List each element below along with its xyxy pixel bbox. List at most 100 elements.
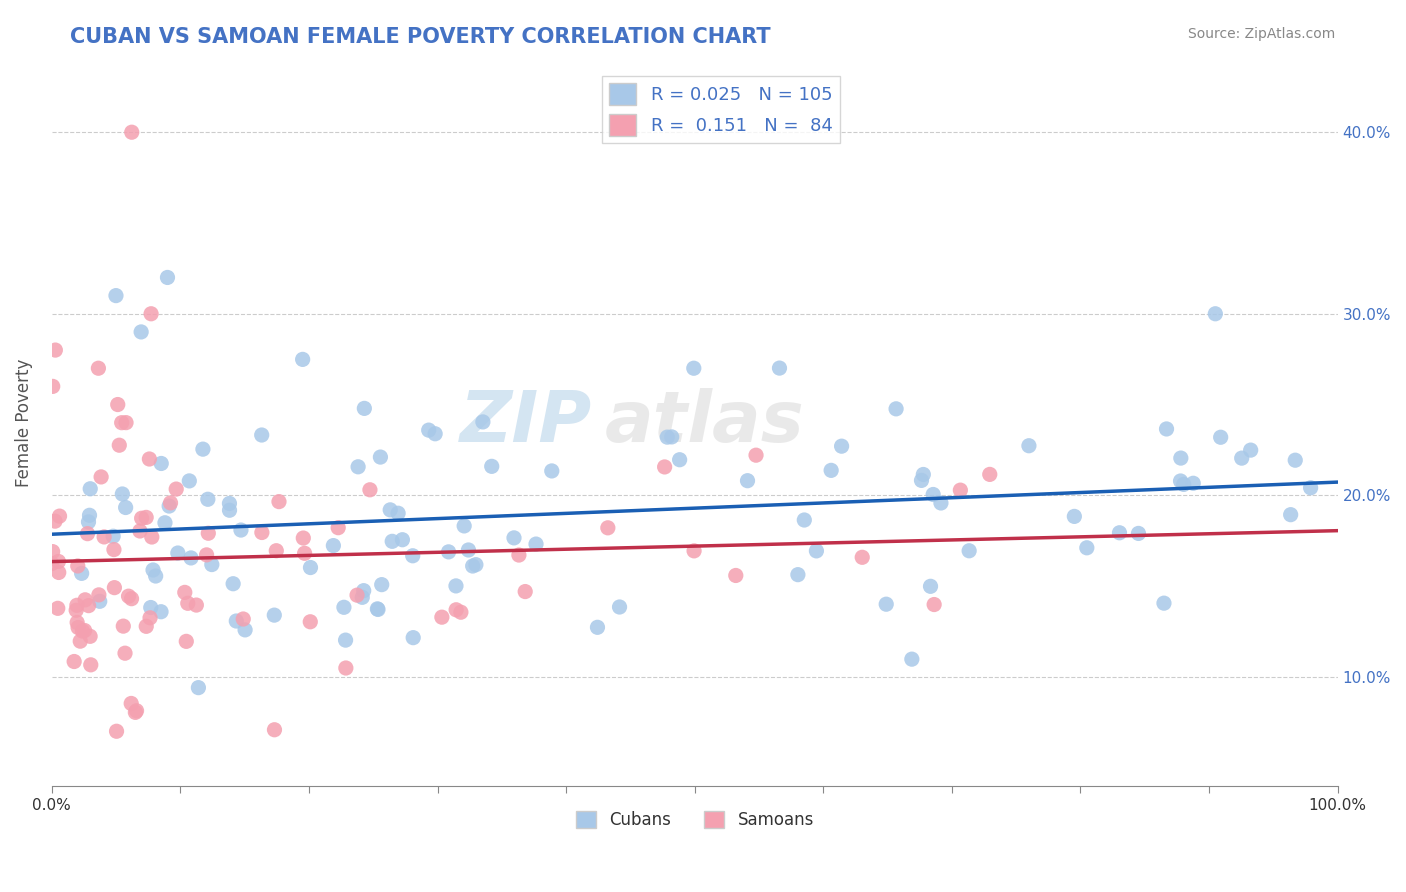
Point — [328, 521, 350, 535]
Point — [76, 526, 98, 541]
Point — [107, 398, 129, 412]
Point — [73, 624, 96, 638]
Point — [444, 579, 467, 593]
Point — [232, 612, 254, 626]
Point — [145, 569, 167, 583]
Point — [346, 588, 368, 602]
Point — [77, 599, 100, 613]
Point — [195, 548, 218, 562]
Point — [222, 576, 245, 591]
Point — [370, 450, 392, 464]
Point — [263, 723, 285, 737]
Point — [180, 550, 202, 565]
Point — [67, 620, 90, 634]
Point — [661, 430, 683, 444]
Point — [186, 598, 208, 612]
Point — [41, 544, 63, 558]
Point — [1153, 596, 1175, 610]
Point — [333, 600, 356, 615]
Point — [111, 487, 134, 501]
Point — [1156, 422, 1178, 436]
Point — [79, 482, 101, 496]
Point — [949, 483, 972, 497]
Point — [129, 524, 152, 538]
Point — [111, 416, 134, 430]
Point — [41, 557, 63, 571]
Point — [250, 428, 273, 442]
Point — [1299, 481, 1322, 495]
Point — [229, 523, 252, 537]
Point — [851, 550, 873, 565]
Point — [179, 474, 201, 488]
Point — [922, 487, 945, 501]
Point — [225, 614, 247, 628]
Point — [353, 401, 375, 416]
Point — [444, 603, 467, 617]
Point — [1204, 307, 1226, 321]
Point — [93, 530, 115, 544]
Point — [1284, 453, 1306, 467]
Point — [322, 539, 344, 553]
Point — [471, 415, 494, 429]
Point — [131, 511, 153, 525]
Point — [201, 558, 224, 572]
Point — [745, 448, 768, 462]
Point — [586, 620, 609, 634]
Point — [121, 591, 143, 606]
Point — [724, 568, 747, 582]
Point — [831, 439, 853, 453]
Point — [1209, 430, 1232, 444]
Point — [353, 583, 375, 598]
Point — [1128, 526, 1150, 541]
Point — [112, 619, 135, 633]
Point — [135, 510, 157, 524]
Text: ZIP: ZIP — [460, 388, 592, 458]
Point — [1279, 508, 1302, 522]
Point — [80, 657, 103, 672]
Y-axis label: Female Poverty: Female Poverty — [15, 359, 32, 487]
Point — [44, 343, 66, 357]
Point — [65, 603, 87, 617]
Point — [87, 588, 110, 602]
Point — [912, 467, 935, 482]
Point — [187, 681, 209, 695]
Point — [1108, 525, 1130, 540]
Text: CUBAN VS SAMOAN FEMALE POVERTY CORRELATION CHART: CUBAN VS SAMOAN FEMALE POVERTY CORRELATI… — [70, 27, 770, 46]
Point — [48, 566, 70, 580]
Point — [668, 452, 690, 467]
Point — [1018, 439, 1040, 453]
Point — [218, 496, 240, 510]
Point — [48, 509, 70, 524]
Point — [515, 584, 537, 599]
Point — [1170, 451, 1192, 466]
Point — [115, 416, 138, 430]
Point — [352, 591, 374, 605]
Point — [72, 624, 94, 639]
Point — [139, 611, 162, 625]
Point — [69, 634, 91, 648]
Point — [366, 602, 388, 616]
Point — [114, 646, 136, 660]
Point — [979, 467, 1001, 482]
Point — [150, 605, 173, 619]
Point — [266, 543, 288, 558]
Point — [156, 270, 179, 285]
Point — [370, 577, 392, 591]
Point — [66, 615, 89, 630]
Point — [218, 503, 240, 517]
Point — [197, 492, 219, 507]
Point — [267, 494, 290, 508]
Point — [150, 457, 173, 471]
Point — [125, 704, 148, 718]
Point — [41, 379, 63, 393]
Point — [174, 634, 197, 648]
Point — [381, 534, 404, 549]
Point — [423, 426, 446, 441]
Text: Source: ZipAtlas.com: Source: ZipAtlas.com — [1188, 27, 1336, 41]
Point — [359, 483, 381, 497]
Point — [457, 543, 479, 558]
Point — [524, 537, 547, 551]
Point — [177, 596, 200, 610]
Point — [786, 567, 808, 582]
Point — [104, 288, 127, 302]
